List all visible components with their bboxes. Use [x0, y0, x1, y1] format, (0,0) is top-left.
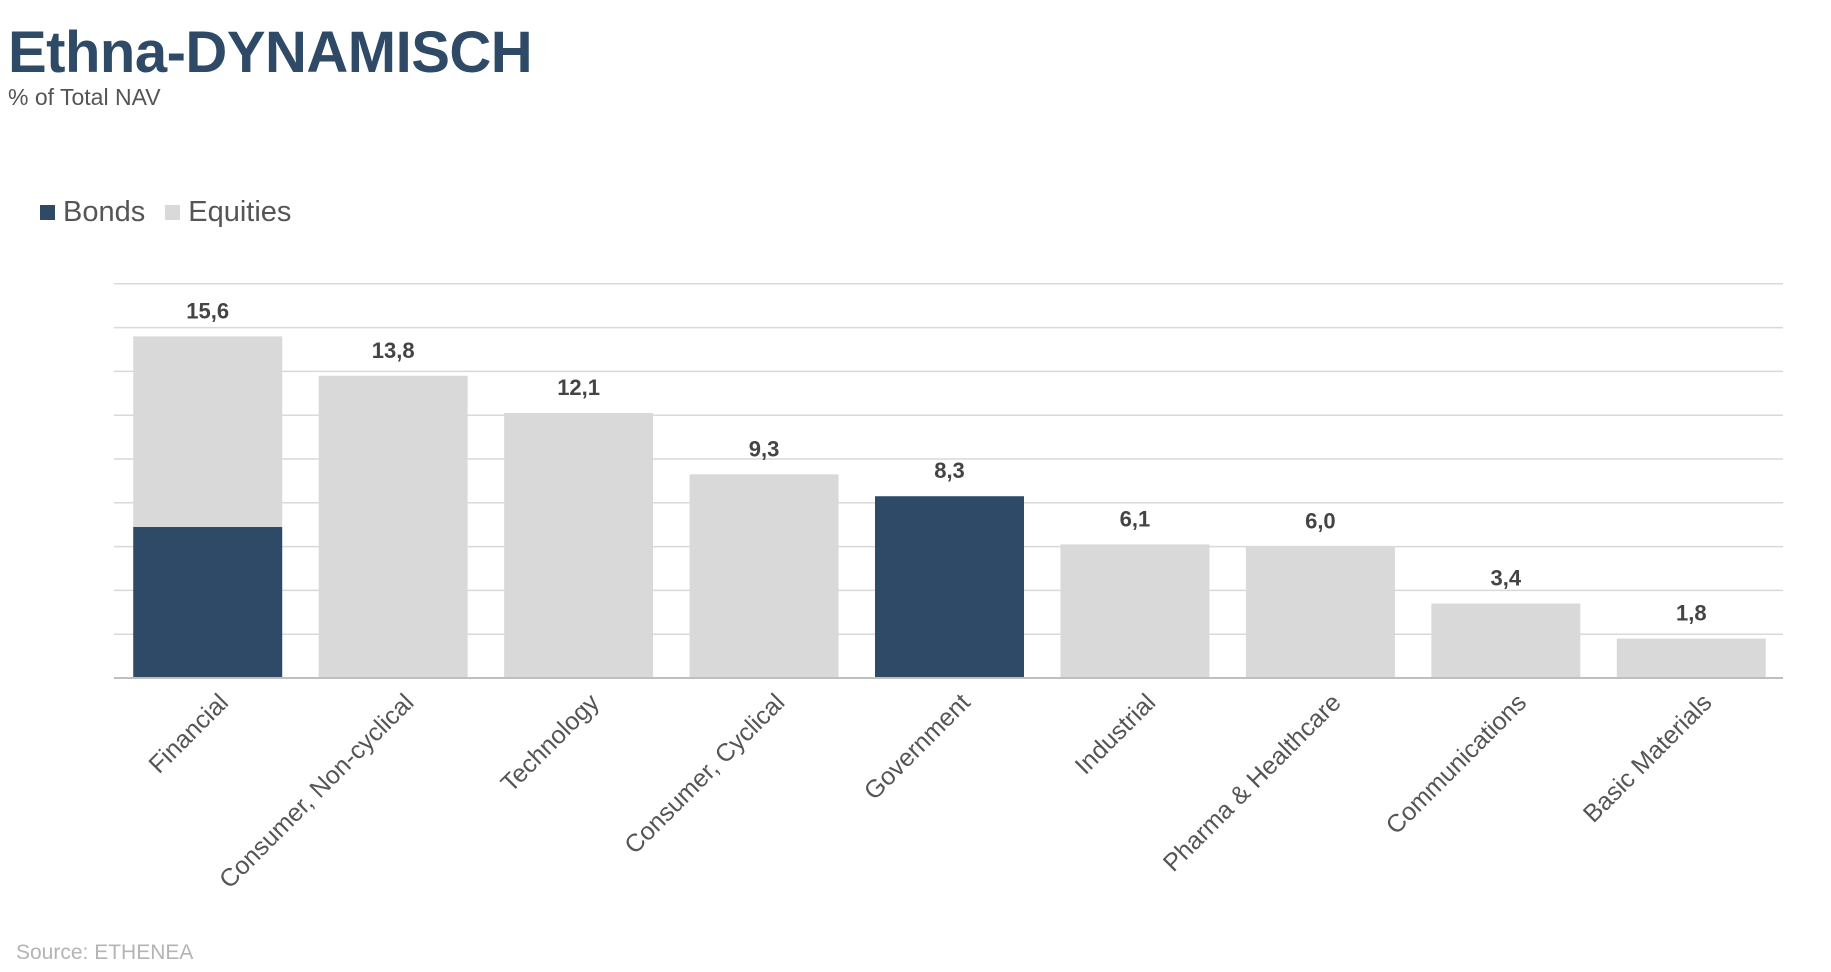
bar-equities-7: [1431, 603, 1581, 678]
bar-value-label: 3,4: [1491, 566, 1522, 591]
category-label: Communications: [1381, 688, 1532, 839]
legend-swatch-equities: [165, 205, 181, 220]
chart-title: Ethna-DYNAMISCH: [8, 20, 533, 85]
bar-equities-2: [504, 413, 654, 678]
bar-value-label: 6,1: [1120, 506, 1151, 531]
category-label: Basic Materials: [1578, 688, 1718, 828]
bar-equities-3: [689, 474, 839, 678]
legend-label-bonds: Bonds: [63, 196, 146, 228]
category-label: Technology: [496, 688, 606, 798]
bar-value-label: 8,3: [934, 458, 965, 483]
legend: Bonds Equities: [40, 196, 291, 229]
bar-bonds-4: [875, 496, 1024, 678]
bar-equities-1: [318, 375, 468, 678]
category-label: Pharma & Healthcare: [1158, 688, 1347, 877]
bar-equities-8: [1616, 638, 1766, 678]
bar-equities-0: [133, 336, 283, 527]
legend-item-equities: Equities: [165, 196, 291, 229]
category-label: Industrial: [1070, 688, 1162, 780]
bar-value-label: 1,8: [1676, 601, 1707, 626]
source-note: Source: ETHENEA: [16, 941, 194, 964]
category-label: Government: [859, 688, 976, 805]
chart-subtitle: % of Total NAV: [8, 84, 161, 110]
bar-value-label: 15,6: [186, 298, 229, 323]
category-label: Consumer, Non-cyclical: [214, 688, 419, 893]
bar-bonds-0: [133, 526, 283, 678]
bar-value-label: 9,3: [749, 436, 780, 461]
bar-equities-5: [1060, 544, 1210, 678]
category-label: Financial: [143, 688, 234, 779]
bar-value-label: 12,1: [557, 375, 600, 400]
legend-label-equities: Equities: [188, 196, 292, 228]
legend-swatch-bonds: [40, 205, 55, 220]
legend-item-bonds: Bonds: [40, 196, 145, 229]
bar-equities-6: [1245, 546, 1395, 678]
category-label: Consumer, Cyclical: [619, 688, 790, 859]
bar-value-label: 6,0: [1305, 509, 1336, 534]
bar-value-label: 13,8: [372, 338, 415, 363]
